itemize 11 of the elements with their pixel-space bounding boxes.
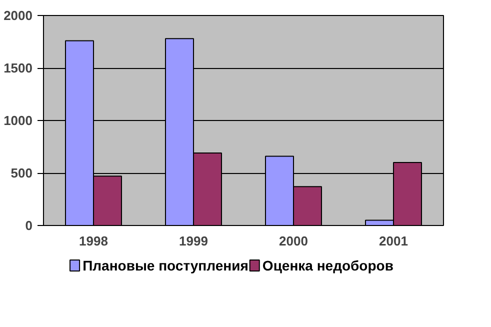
legend-label: Оценка недоборов (262, 258, 394, 274)
y-tick-label: 0 (25, 218, 33, 233)
x-tick-label: 2000 (279, 234, 308, 248)
y-tick-label: 500 (10, 166, 33, 180)
x-tick-label: 2001 (379, 234, 408, 248)
x-tick-label: 1998 (79, 234, 108, 248)
y-tick-label: 1500 (4, 60, 32, 76)
legend-label: Плановые поступления (82, 258, 248, 274)
y-tick-label: 2000 (4, 8, 32, 23)
y-tick-label: 1000 (4, 113, 32, 128)
x-tick-label: 1999 (179, 234, 208, 248)
